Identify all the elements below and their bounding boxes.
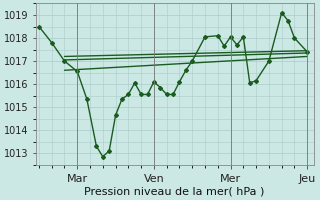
X-axis label: Pression niveau de la mer( hPa ): Pression niveau de la mer( hPa ) [84, 187, 265, 197]
